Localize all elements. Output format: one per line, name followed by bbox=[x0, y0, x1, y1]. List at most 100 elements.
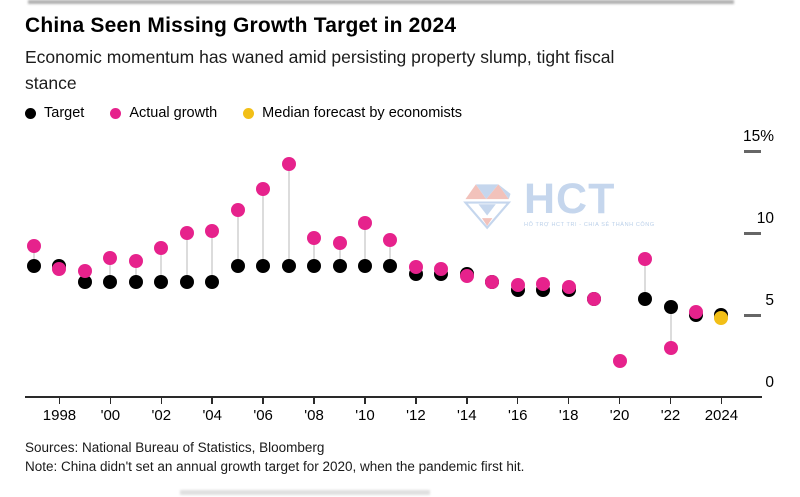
connector-line bbox=[109, 257, 112, 283]
watermark-tagline: HỖ TRỢ HCT TRI - CHIA SẺ THÀNH CÔNG bbox=[524, 222, 655, 228]
x-axis-label: 1998 bbox=[42, 407, 77, 424]
bottom-edge-artifact bbox=[180, 490, 430, 495]
target-dot bbox=[154, 275, 169, 290]
chart-title: China Seen Missing Growth Target in 2024 bbox=[25, 14, 457, 37]
x-axis-label: '16 bbox=[507, 407, 528, 424]
x-axis-tick bbox=[313, 397, 315, 404]
actual-growth-dot bbox=[510, 278, 525, 293]
y-axis-label: 0 bbox=[765, 374, 774, 391]
connector-line bbox=[644, 259, 647, 299]
x-axis-tick bbox=[262, 397, 264, 404]
actual-growth-dot bbox=[332, 235, 347, 250]
x-axis-label: '20 bbox=[609, 407, 630, 424]
watermark: HCT HỖ TRỢ HCT TRI - CHIA SẺ THÀNH CÔNG bbox=[462, 178, 682, 236]
x-axis-label: '02 bbox=[151, 407, 172, 424]
connector-line bbox=[669, 306, 672, 348]
actual-growth-legend-dot-icon bbox=[110, 107, 122, 119]
actual-growth-dot bbox=[128, 253, 143, 268]
target-dot bbox=[357, 258, 372, 273]
actual-growth-dot bbox=[205, 224, 220, 239]
legend-label: Actual growth bbox=[129, 105, 218, 121]
x-axis-line bbox=[25, 396, 762, 398]
actual-growth-dot bbox=[688, 304, 703, 319]
x-axis-tick bbox=[720, 397, 723, 404]
actual-growth-dot bbox=[638, 252, 653, 267]
connector-line bbox=[160, 247, 163, 283]
x-axis-tick bbox=[160, 397, 163, 404]
x-axis-label: 2024 bbox=[704, 407, 739, 424]
actual-growth-dot bbox=[434, 262, 449, 277]
target-dot bbox=[256, 258, 271, 273]
x-axis-label: '08 bbox=[304, 407, 324, 424]
target-dot bbox=[77, 275, 92, 290]
connector-line bbox=[236, 210, 239, 266]
x-axis-tick bbox=[364, 397, 366, 404]
actual-growth-dot bbox=[587, 291, 602, 306]
target-dot bbox=[307, 258, 322, 273]
top-edge-artifact bbox=[28, 0, 734, 4]
connector-line bbox=[313, 237, 316, 266]
target-dot bbox=[179, 275, 194, 290]
actual-growth-dot bbox=[485, 275, 500, 290]
x-axis-tick bbox=[618, 397, 621, 404]
target-dot bbox=[103, 275, 118, 290]
actual-growth-dot bbox=[281, 157, 296, 172]
x-axis-tick bbox=[669, 397, 672, 404]
x-axis-label: '04 bbox=[202, 407, 222, 424]
legend-item-median-forecast: Median forecast by economists bbox=[243, 105, 462, 121]
connector-line bbox=[338, 242, 341, 266]
target-dot bbox=[383, 258, 398, 273]
legend-item-target: Target bbox=[25, 105, 84, 121]
connector-line bbox=[134, 260, 137, 283]
y-axis-label: 15% bbox=[742, 128, 774, 145]
target-dot bbox=[230, 258, 245, 273]
connector-line bbox=[363, 223, 366, 266]
target-dot bbox=[205, 275, 220, 290]
legend-item-actual-growth: Actual growth bbox=[110, 105, 217, 121]
actual-growth-dot bbox=[27, 239, 41, 254]
legend-label: Median forecast by economists bbox=[262, 105, 463, 121]
x-axis-tick bbox=[415, 397, 417, 404]
actual-growth-dot bbox=[561, 280, 576, 295]
x-axis-label: '14 bbox=[457, 407, 477, 424]
x-axis-tick bbox=[466, 397, 468, 404]
actual-growth-dot bbox=[230, 203, 245, 218]
connector-line bbox=[389, 239, 392, 266]
y-axis-tick bbox=[744, 314, 761, 317]
median-forecast-legend-dot-icon bbox=[243, 107, 255, 119]
target-dot bbox=[281, 258, 296, 273]
actual-growth-dot bbox=[663, 340, 678, 355]
x-axis-label: '18 bbox=[558, 407, 579, 424]
actual-growth-dot bbox=[459, 268, 474, 283]
legend: Target Actual growth Median forecast by … bbox=[25, 105, 462, 121]
actual-growth-dot bbox=[103, 250, 118, 265]
actual-growth-dot bbox=[52, 262, 67, 277]
target-dot bbox=[663, 299, 678, 314]
y-axis-label: 10 bbox=[756, 210, 774, 227]
x-axis-label: '10 bbox=[355, 407, 375, 424]
x-axis-label: '12 bbox=[406, 407, 426, 424]
median-forecast-dot bbox=[714, 311, 729, 326]
actual-growth-dot bbox=[154, 240, 169, 255]
target-legend-dot-icon bbox=[25, 107, 36, 119]
x-axis-label: '22 bbox=[660, 407, 681, 424]
chart-subtitle: Economic momentum has waned amid persist… bbox=[25, 47, 615, 93]
x-axis-tick bbox=[567, 397, 570, 404]
connector-line bbox=[262, 188, 265, 266]
x-axis-tick bbox=[211, 397, 213, 404]
actual-growth-dot bbox=[77, 263, 92, 278]
actual-growth-dot bbox=[536, 276, 551, 291]
x-axis-tick bbox=[516, 397, 519, 404]
target-dot bbox=[27, 258, 41, 273]
actual-growth-dot bbox=[307, 230, 322, 245]
x-axis-label: '06 bbox=[253, 407, 273, 424]
actual-growth-dot bbox=[357, 216, 372, 231]
target-dot bbox=[128, 275, 143, 290]
sources-line: Sources: National Bureau of Statistics, … bbox=[25, 440, 325, 455]
connector-line bbox=[211, 231, 214, 283]
watermark-text: HCT bbox=[524, 175, 616, 223]
diamond-logo-icon bbox=[463, 184, 512, 230]
legend-label: Target bbox=[44, 105, 85, 121]
actual-growth-dot bbox=[612, 353, 627, 368]
